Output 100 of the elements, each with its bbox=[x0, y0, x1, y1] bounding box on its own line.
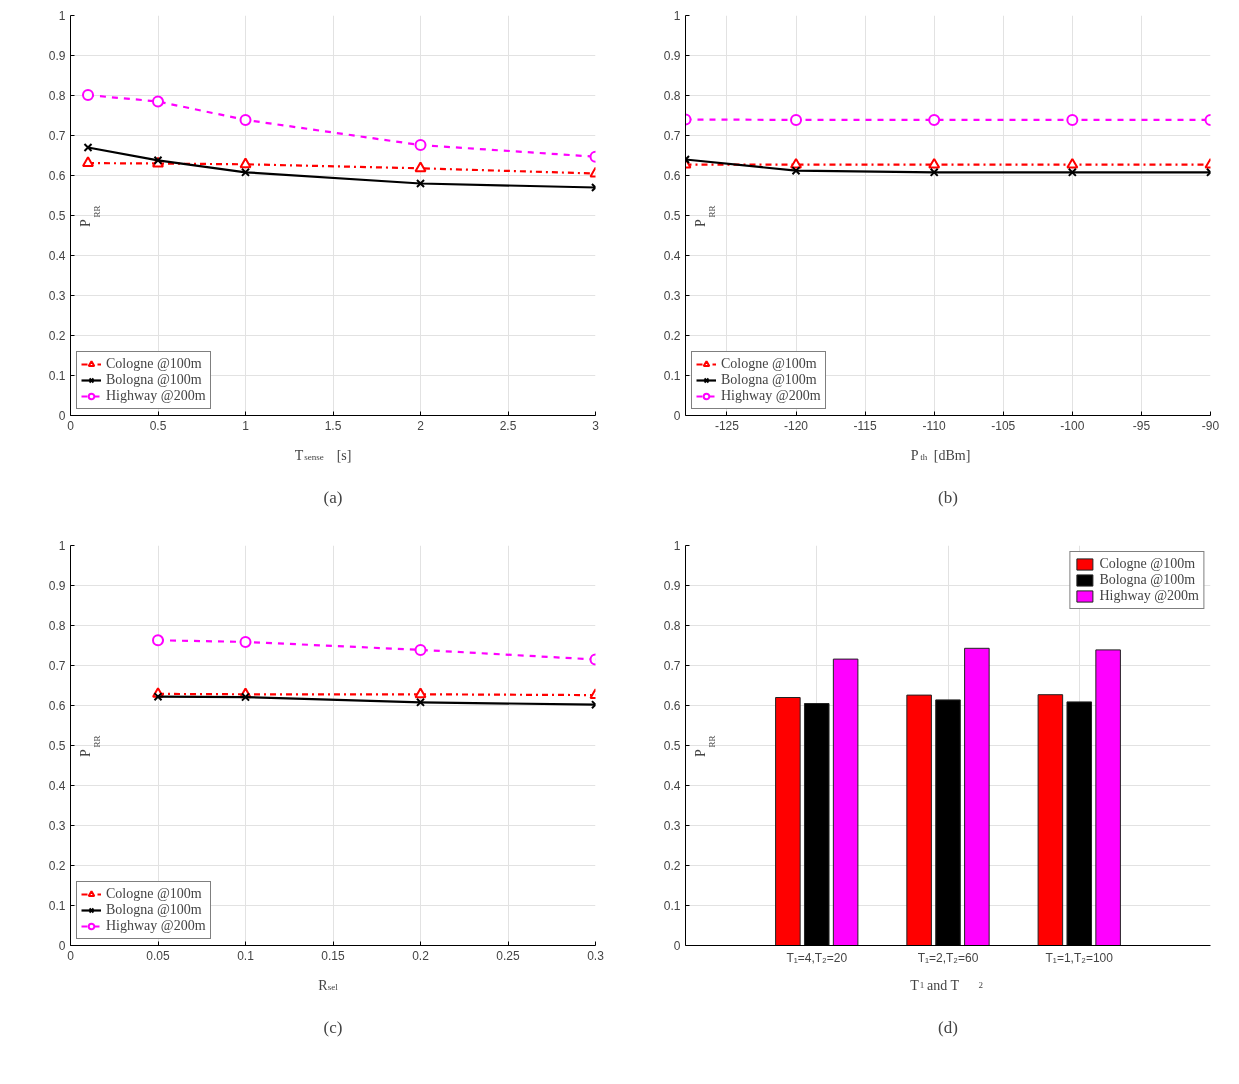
x-axis-title: Rsel bbox=[318, 977, 339, 993]
text: (b) bbox=[938, 487, 958, 507]
y-tick-label: 0.7 bbox=[663, 659, 681, 673]
point bbox=[414, 139, 427, 152]
point bbox=[415, 178, 426, 189]
point bbox=[414, 161, 427, 173]
y-tick-label: 0.2 bbox=[663, 329, 681, 343]
legend-label: Bologna @100m bbox=[106, 372, 202, 388]
y-tick-label: 0.1 bbox=[48, 369, 66, 383]
point bbox=[83, 142, 93, 153]
y-tick-label: 0.4 bbox=[48, 249, 66, 263]
legend-label: Cologne @100m bbox=[106, 356, 202, 372]
y-tick-label: 0.8 bbox=[48, 89, 66, 103]
bar bbox=[906, 694, 932, 946]
point bbox=[240, 692, 251, 702]
y-tick-label: 0.3 bbox=[663, 819, 681, 833]
point bbox=[153, 692, 163, 702]
y-tick-label: 1 bbox=[673, 9, 681, 23]
bar bbox=[832, 658, 859, 946]
y-tick-label: 0.2 bbox=[48, 329, 66, 343]
legend-label: Highway @200m bbox=[106, 918, 206, 934]
text: Tsense [s] bbox=[294, 447, 352, 463]
y-axis-title: PRR bbox=[77, 735, 103, 757]
y-tick-label: 0 bbox=[673, 409, 681, 423]
x-tick-label: -100 bbox=[1060, 418, 1085, 433]
point bbox=[791, 166, 801, 176]
y-tick-label: 0.8 bbox=[663, 89, 681, 103]
y-tick-label: 0.9 bbox=[48, 49, 66, 63]
y-tick-label: 0.5 bbox=[48, 209, 66, 223]
y-axis-title: PRR bbox=[77, 205, 103, 227]
point bbox=[239, 157, 252, 169]
y-tick-label: 0.7 bbox=[48, 659, 66, 673]
x-tick-label: T₁=1,T₂=100 bbox=[1045, 950, 1114, 965]
y-tick-label: 0.1 bbox=[663, 899, 681, 913]
point bbox=[414, 687, 427, 699]
x-tick-label: -90 bbox=[1201, 418, 1220, 433]
x-tick-label: 0.25 bbox=[496, 948, 520, 963]
y-tick-label: 0.8 bbox=[48, 619, 66, 633]
y-tick-label: 0.3 bbox=[663, 289, 681, 303]
legend-label: Cologne @100m bbox=[106, 886, 202, 902]
x-tick-label: 0.1 bbox=[237, 948, 255, 963]
bar bbox=[964, 647, 990, 946]
y-tick-label: 0.7 bbox=[48, 129, 66, 143]
y-tick-label: 0.5 bbox=[663, 209, 681, 223]
x-tick-label: -105 bbox=[991, 418, 1016, 433]
x-tick-label: 1 bbox=[242, 418, 250, 433]
y-tick-label: 0.3 bbox=[48, 819, 66, 833]
y-tick-label: 0.8 bbox=[663, 619, 681, 633]
y-axis-title: PRR bbox=[692, 735, 718, 757]
y-tick-label: 0.2 bbox=[48, 859, 66, 873]
point bbox=[152, 634, 164, 647]
legend-label: Bologna @100m bbox=[721, 372, 817, 388]
point bbox=[414, 643, 427, 656]
text: (d) bbox=[938, 1017, 958, 1037]
y-tick-label: 0.5 bbox=[663, 739, 681, 753]
x-tick-label: -115 bbox=[853, 418, 877, 433]
point bbox=[928, 157, 941, 169]
y-tick-label: 0.5 bbox=[48, 739, 66, 753]
x-tick-label: 0.15 bbox=[321, 948, 345, 963]
x-tick-label: -125 bbox=[714, 418, 740, 433]
legend-label: Bologna @100m bbox=[106, 902, 202, 918]
text: (c) bbox=[323, 1017, 343, 1037]
y-tick-label: 0.6 bbox=[48, 699, 66, 713]
y-tick-label: 0 bbox=[58, 409, 66, 423]
x-tick-label: 0.5 bbox=[149, 418, 167, 433]
text: (a) bbox=[323, 487, 343, 507]
point bbox=[1066, 157, 1079, 169]
x-tick-label: 1.5 bbox=[324, 418, 342, 433]
x-tick-label: -95 bbox=[1132, 418, 1151, 433]
point bbox=[152, 95, 164, 108]
legend-label: Highway @200m bbox=[106, 388, 206, 404]
point bbox=[415, 697, 426, 707]
x-tick-label: 2 bbox=[417, 418, 425, 433]
y-tick-label: 0.4 bbox=[663, 249, 681, 263]
y-tick-label: 0.6 bbox=[663, 169, 681, 183]
point bbox=[790, 113, 803, 126]
y-tick-label: 0.9 bbox=[663, 579, 681, 593]
point bbox=[82, 156, 94, 167]
y-tick-label: 0.1 bbox=[663, 369, 681, 383]
y-tick-label: 0.6 bbox=[663, 699, 681, 713]
point bbox=[1067, 167, 1077, 177]
bar bbox=[1095, 649, 1121, 946]
legend-label: Highway @200m bbox=[1099, 588, 1199, 604]
point bbox=[929, 167, 939, 177]
point bbox=[239, 635, 252, 648]
x-tick-label: T₁=4,T₂=20 bbox=[786, 950, 848, 965]
y-tick-label: 1 bbox=[58, 539, 66, 553]
legend-label: Cologne @100m bbox=[721, 356, 817, 372]
x-tick-label: -110 bbox=[922, 418, 947, 433]
x-tick-label: T₁=2,T₂=60 bbox=[917, 950, 979, 965]
point bbox=[790, 157, 803, 169]
x-tick-label: 2.5 bbox=[499, 418, 517, 433]
y-tick-label: 1 bbox=[673, 539, 681, 553]
legend-label: Highway @200m bbox=[721, 388, 821, 404]
x-tick-label: 0.3 bbox=[587, 948, 605, 963]
legend-label: Bologna @100m bbox=[1099, 572, 1196, 588]
point bbox=[82, 89, 94, 102]
y-tick-label: 0.2 bbox=[663, 859, 681, 873]
y-tick-label: 0.9 bbox=[663, 49, 681, 63]
x-tick-label: 0.05 bbox=[146, 948, 170, 963]
